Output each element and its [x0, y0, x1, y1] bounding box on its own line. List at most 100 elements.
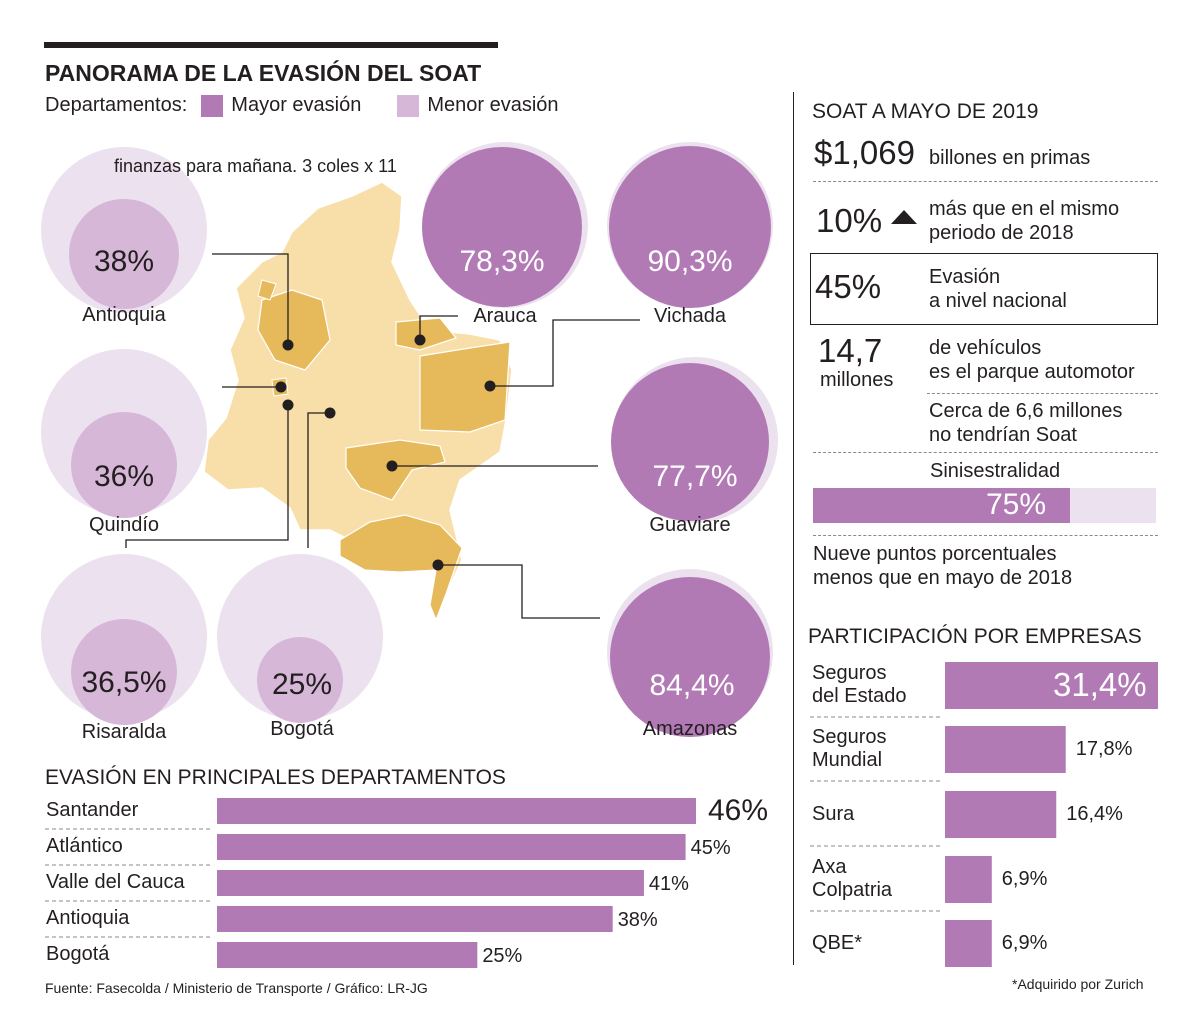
empresa-bar-2 [945, 791, 1057, 838]
siniestralidad-label: Sinisestralidad [930, 460, 1061, 482]
value-guaviare: 77,7% [652, 460, 738, 493]
dept-value-1: 45% [690, 837, 731, 859]
dept-bars [45, 798, 696, 968]
circle-quindio [71, 412, 177, 518]
parque-value: 14,7 [818, 332, 883, 369]
divider-2 [927, 393, 1158, 394]
siniestralidad-value: 75% [986, 488, 1047, 521]
circle-risaralda [71, 619, 177, 725]
circle-bogota [257, 637, 343, 723]
point-risaralda [282, 399, 294, 411]
circle-amazonas [610, 577, 770, 737]
empresa-label-2-line-0: Sura [812, 803, 855, 825]
circle-antioquia [69, 199, 179, 309]
empresa-value-2: 16,4% [1066, 803, 1123, 825]
map-points [275, 334, 496, 571]
colombia-map [203, 181, 513, 623]
dept-bar-1 [217, 834, 686, 860]
empresa-label-3: Axa Colpatria [812, 856, 892, 902]
label-amazonas: Amazonas [642, 718, 738, 740]
empresa-label-3-line-0: Axa [812, 856, 847, 878]
value-quindio: 36% [93, 460, 155, 493]
circle-guaviare [611, 363, 769, 521]
empresa-label-1-line-1: Mundial [812, 749, 883, 771]
map-region-arauca [395, 317, 458, 351]
legend-label-high: Mayor evasión [231, 94, 362, 116]
value-amazonas: 84,4% [649, 669, 735, 702]
dept-bar-3 [217, 906, 613, 932]
dept-bar-0 [217, 798, 696, 824]
label-antioquia: Antioquia [82, 304, 166, 326]
point-amazonas [432, 559, 444, 571]
empresa-bar-3 [945, 856, 992, 903]
legend-swatch-high [201, 94, 224, 117]
map-region-vichada [419, 341, 511, 433]
point-vichada [484, 380, 496, 392]
parque-line3: Cerca de 6,6 millones [929, 400, 1123, 422]
inner-circles [69, 146, 771, 737]
map-region-amazonas [339, 514, 463, 622]
circle-vichada [609, 146, 771, 308]
growth-line2: periodo de 2018 [929, 222, 1074, 244]
primas-value: $1,069 [814, 134, 915, 171]
point-guaviare [386, 460, 398, 472]
dept-chart-title: EVASIÓN EN PRINCIPALES DEPARTAMENTOS [45, 766, 506, 789]
leader-vichada [490, 319, 640, 387]
point-arauca [414, 334, 426, 346]
evasion-line1: Evasión [929, 266, 1001, 288]
empresa-value-4: 6,9% [1001, 932, 1048, 954]
label-arauca: Arauca [473, 305, 537, 327]
leader-amazonas [438, 564, 600, 619]
evasion-value: 45% [815, 268, 882, 305]
map-region-antioquia [257, 289, 331, 371]
empresa-bar-4 [945, 920, 992, 967]
parque-unit: millones [820, 369, 894, 391]
empresa-label-4: QBE* [812, 932, 862, 955]
map-region-west [257, 279, 277, 301]
title-rule [44, 42, 498, 48]
legend: Departamentos: Mayor evasión Menor evasi… [45, 94, 559, 117]
empresa-label-0: Seguros del Estado [812, 662, 907, 708]
point-antioquia [282, 339, 294, 351]
value-arauca: 78,3% [459, 245, 545, 278]
divider-3 [813, 452, 1158, 453]
leader-arauca [419, 315, 458, 340]
empresa-value-3: 6,9% [1001, 868, 1048, 890]
dept-label-3: Antioquia [46, 907, 130, 929]
vertical-divider [793, 92, 794, 965]
empresa-label-1-line-0: Seguros [812, 726, 887, 748]
evasion-box [810, 253, 1158, 325]
empresa-bar-1 [945, 726, 1066, 773]
empresas-footnote: *Adquirido por Zurich [1012, 976, 1144, 992]
leader-risaralda [125, 408, 289, 548]
label-bogota: Bogotá [270, 718, 334, 740]
dept-label-4: Bogotá [46, 943, 110, 965]
dept-value-3: 38% [617, 909, 658, 931]
parque-line1: de vehículos [929, 337, 1042, 359]
empresa-label-0-line-1: del Estado [812, 685, 907, 707]
divider-1 [813, 181, 1158, 182]
parque-line2: es el parque automotor [929, 361, 1135, 383]
empresa-label-3-line-1: Colpatria [812, 879, 893, 901]
value-antioquia: 38% [93, 245, 155, 278]
page-title: PANORAMA DE LA EVASIÓN DEL SOAT [45, 60, 482, 86]
empresa-label-2: Sura [812, 803, 854, 826]
dept-value-0: 46% [708, 794, 769, 827]
empresa-value-0: 31,4% [1053, 666, 1147, 703]
siniestralidad-line2: menos que en mayo de 2018 [813, 567, 1073, 589]
empresas-header: PARTICIPACIÓN POR EMPRESAS [808, 625, 1142, 648]
triangle-up-icon [891, 210, 917, 224]
value-bogota: 25% [271, 668, 333, 701]
primas-text: billones en primas [929, 147, 1091, 169]
siniestralidad-fill [813, 488, 1071, 523]
leader-antioquia [212, 253, 289, 345]
empresa-label-4-line-0: QBE* [812, 932, 863, 954]
soat-header: SOAT A MAYO DE 2019 [812, 100, 1039, 123]
dept-bar-2 [217, 870, 644, 896]
empresa-bar-0 [945, 662, 1158, 709]
dept-label-2: Valle del Cauca [46, 871, 185, 893]
label-guaviare: Guaviare [649, 514, 731, 536]
leader-bogota [307, 412, 330, 548]
dept-value-2: 41% [648, 873, 689, 895]
empresa-value-1: 17,8% [1075, 738, 1133, 760]
